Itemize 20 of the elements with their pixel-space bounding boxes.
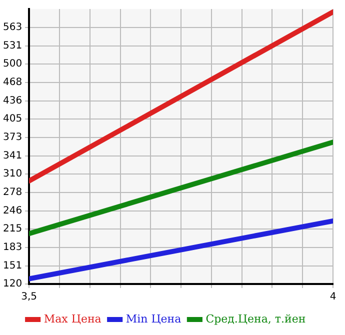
y-tick-label: 310 [2, 168, 22, 180]
y-tick-label: 531 [2, 40, 22, 52]
x-tick-label: 4 [330, 292, 336, 303]
y-tick-label: 468 [2, 77, 22, 88]
y-tick-label: 563 [2, 22, 22, 34]
y-tick-label: 405 [2, 114, 22, 125]
y-tick-label: 151 [2, 260, 22, 272]
x-tick-label: 3,5 [21, 292, 38, 303]
legend-label: Max Цена [44, 312, 102, 326]
y-tick-label: 278 [2, 187, 22, 198]
legend-label: Сред.Цена, т.йен [206, 312, 306, 326]
y-tick-label: 373 [2, 132, 22, 144]
y-tick-label: 500 [2, 58, 22, 70]
y-tick-label: 246 [2, 206, 22, 217]
y-tick-label: 120 [2, 278, 22, 290]
y-tick-label: 215 [2, 224, 22, 235]
y-tick-label: 341 [2, 150, 22, 162]
legend-label: Min Цена [126, 312, 182, 326]
y-tick-label: 436 [2, 96, 22, 107]
y-tick-label: 183 [2, 242, 22, 254]
